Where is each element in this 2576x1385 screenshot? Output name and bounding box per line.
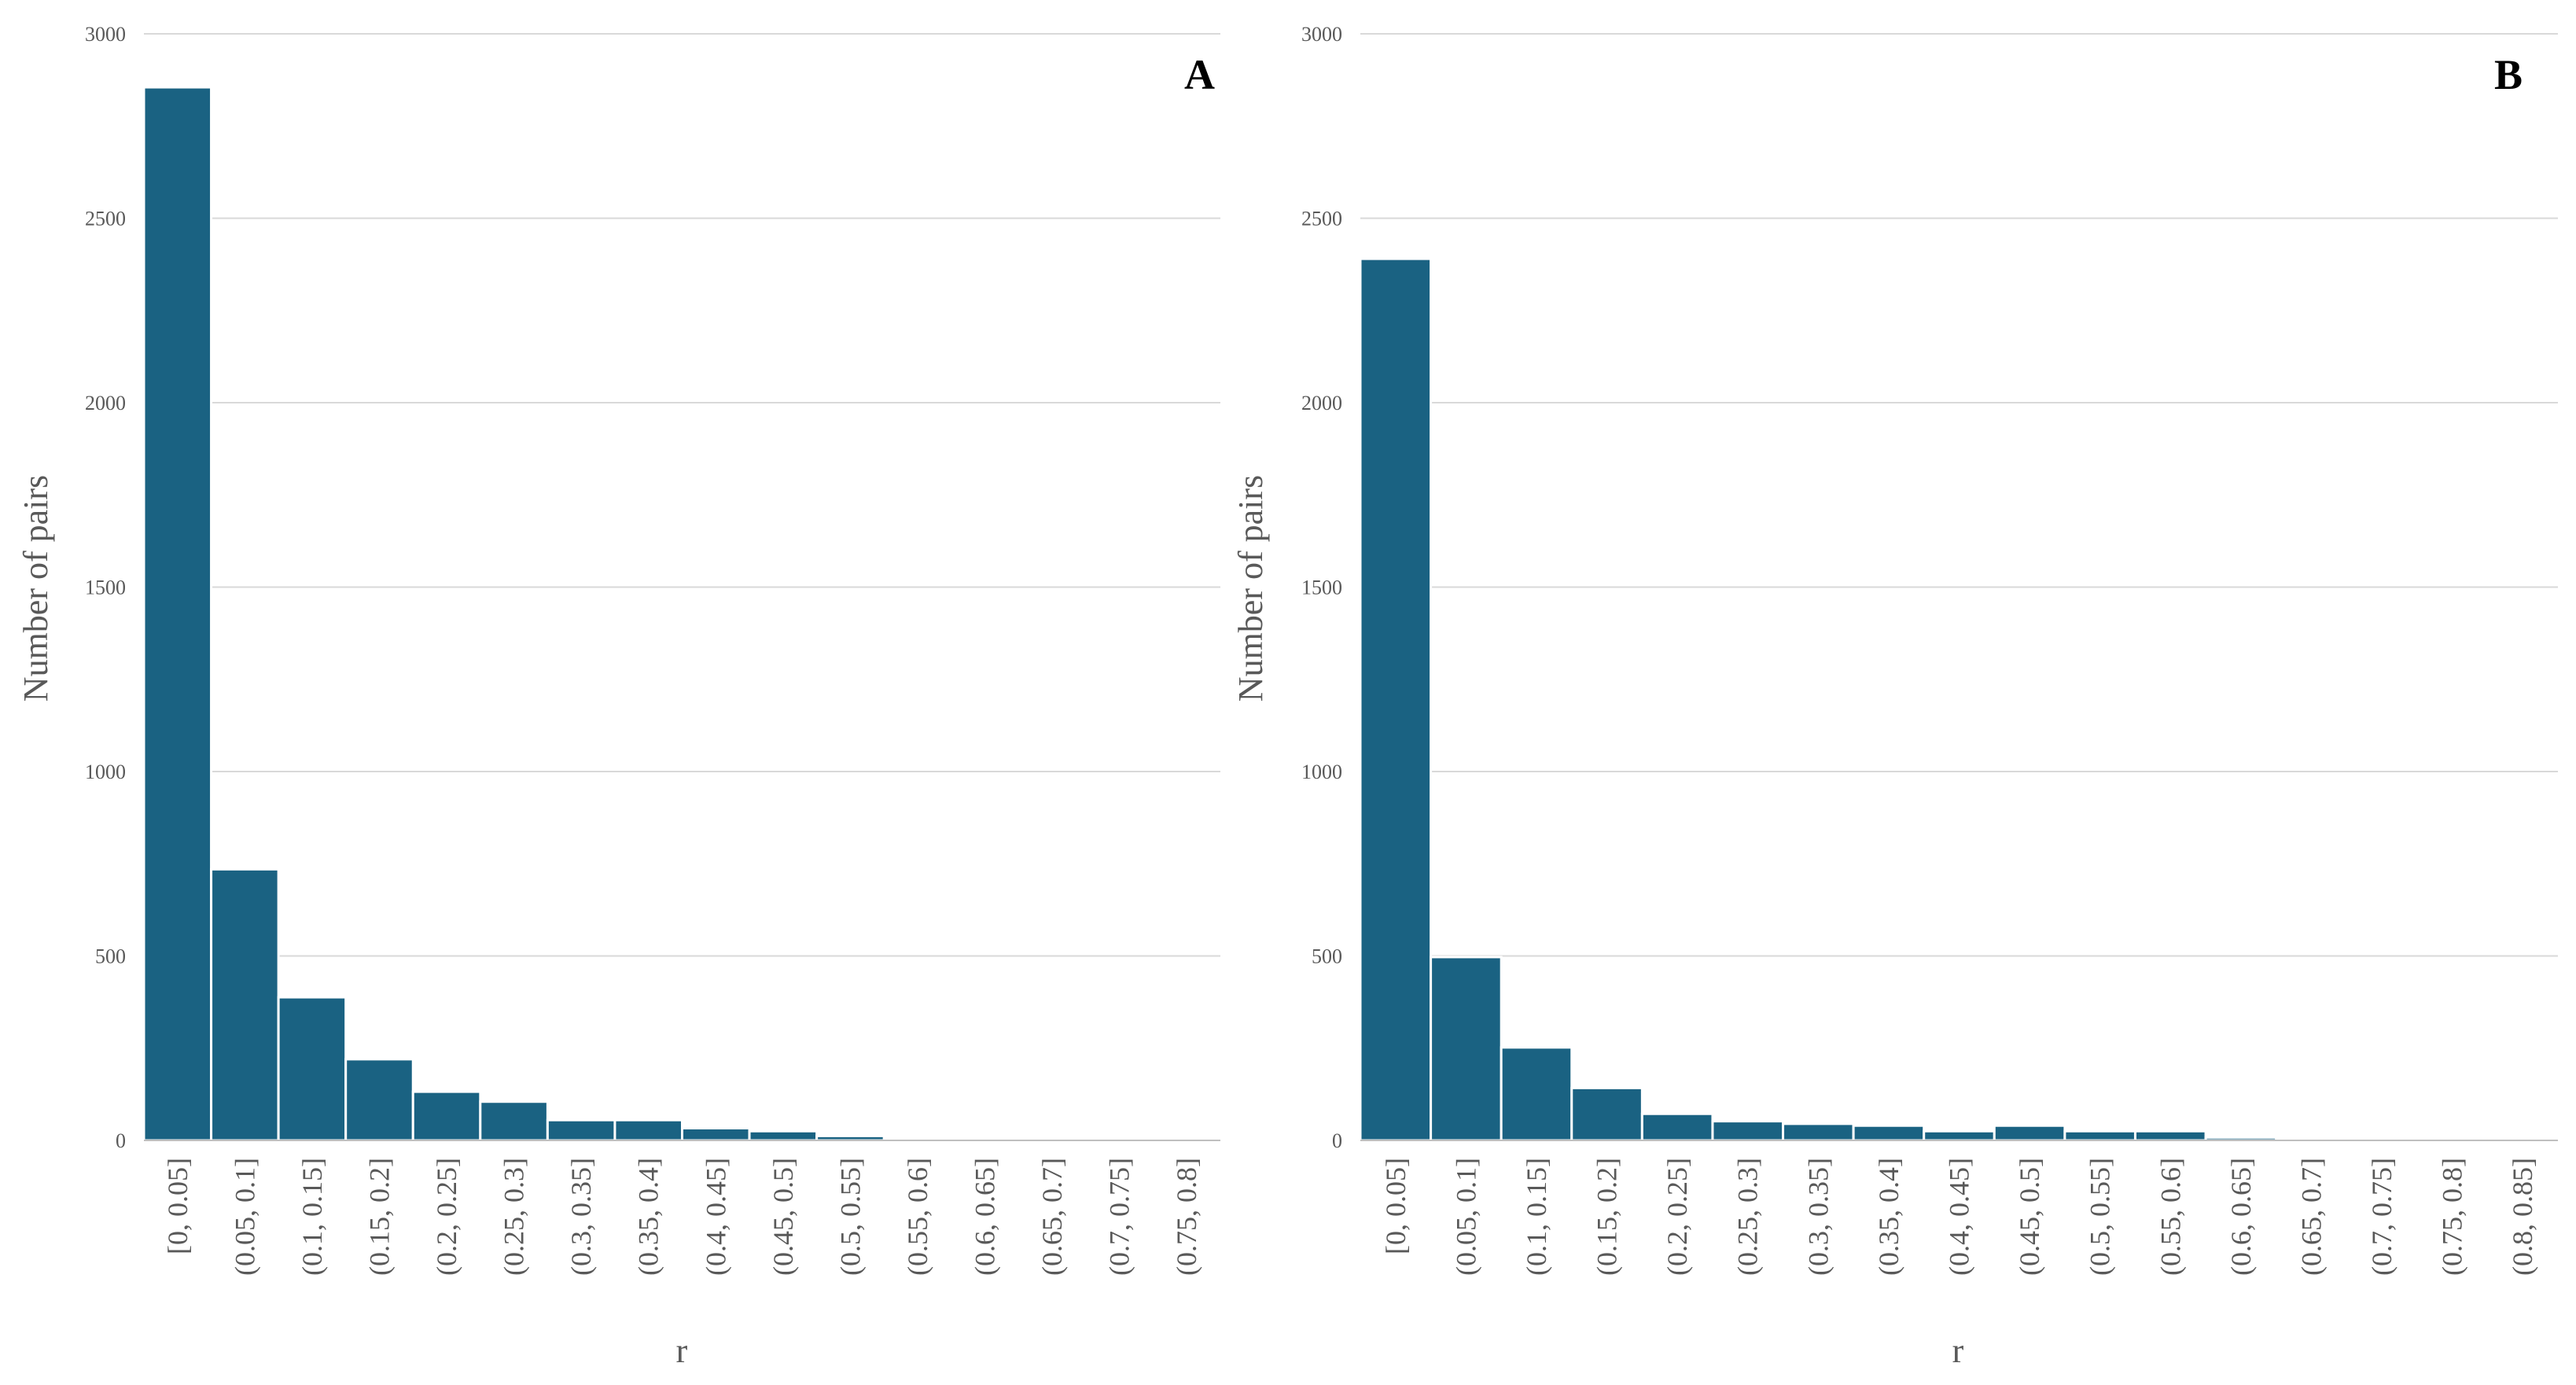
- x-tick-label: (0.25, 0.3]: [499, 1158, 530, 1276]
- x-tick-label: (0.45, 0.5]: [2014, 1158, 2045, 1276]
- x-tick-label: (0.15, 0.2]: [1592, 1158, 1623, 1276]
- y-tick-label: 2000: [85, 392, 126, 414]
- y-tick-label: 1500: [1301, 576, 1342, 599]
- y-axis-title: Number of pairs: [17, 475, 55, 702]
- x-tick-label: (0.4, 0.45]: [1944, 1158, 1975, 1276]
- x-tick-label: (0.65, 0.7]: [1036, 1158, 1068, 1276]
- y-tick-label: 3000: [85, 23, 126, 46]
- x-tick-label: (0.6, 0.65]: [970, 1158, 1001, 1276]
- x-tick-label: (0.05, 0.1]: [229, 1158, 260, 1276]
- chart-panel-a: 0 500 1000 1500 2000 2500 3000 [0, 0.05] (0.05, …: [17, 23, 1220, 1370]
- x-tick-label: (0.15, 0.2]: [363, 1158, 395, 1276]
- bar: [1430, 956, 1503, 1142]
- bar: [546, 1118, 616, 1142]
- x-tick-label: [0, 0.05]: [1380, 1158, 1411, 1254]
- x-tick-label: (0.35, 0.4]: [1873, 1158, 1904, 1276]
- x-tick-label: (0.35, 0.4]: [633, 1158, 664, 1276]
- panel-label: A: [1184, 51, 1215, 98]
- y-tick-label: 1000: [1301, 761, 1342, 783]
- x-tick-label: (0.1, 0.15]: [296, 1158, 328, 1276]
- x-tick-label: (0.2, 0.25]: [1662, 1158, 1693, 1276]
- x-tick-label: (0.45, 0.5]: [767, 1158, 799, 1276]
- y-tick-label: 2500: [1301, 208, 1342, 230]
- y-tick-label: 1500: [85, 576, 126, 599]
- x-tick-label: (0.3, 0.35]: [1802, 1158, 1834, 1276]
- y-axis-title: Number of pairs: [1231, 475, 1270, 702]
- bar: [748, 1129, 819, 1142]
- x-tick-label: (0.7, 0.75]: [2366, 1158, 2398, 1276]
- y-tick-label: 2500: [85, 208, 126, 230]
- bar: [2063, 1129, 2136, 1142]
- bar: [2133, 1129, 2207, 1142]
- x-tick-label: (0.5, 0.55]: [834, 1158, 866, 1276]
- y-tick-label: 2000: [1301, 392, 1342, 414]
- x-axis-title: r: [676, 1332, 688, 1370]
- x-tick-label: (0.4, 0.45]: [700, 1158, 731, 1276]
- x-tick-label: (0.65, 0.7]: [2295, 1158, 2327, 1276]
- x-tick-label: (0.6, 0.65]: [2225, 1158, 2257, 1276]
- x-axis-title: r: [1952, 1332, 1964, 1370]
- bar: [1570, 1086, 1643, 1142]
- x-tick-label: (0.3, 0.35]: [565, 1158, 597, 1276]
- bar: [681, 1127, 751, 1142]
- panel-label: B: [2494, 51, 2523, 98]
- bar: [1852, 1124, 1926, 1142]
- bar: [210, 867, 280, 1142]
- x-tick-label: (0.75, 0.8]: [2437, 1158, 2468, 1276]
- y-tick-label: 1000: [85, 761, 126, 783]
- x-tick-label: [0, 0.05]: [162, 1158, 193, 1254]
- y-tick-label: 500: [1312, 945, 1342, 968]
- bar: [1359, 257, 1433, 1142]
- x-tick-label: (0.55, 0.6]: [902, 1158, 933, 1276]
- bar: [277, 996, 348, 1142]
- bar: [1993, 1124, 2066, 1142]
- bar: [1923, 1129, 1996, 1142]
- bar: [344, 1058, 414, 1142]
- y-tick-label: 0: [1332, 1129, 1342, 1152]
- bar: [1782, 1122, 1855, 1142]
- bar: [613, 1118, 683, 1142]
- bar: [1500, 1046, 1573, 1142]
- x-tick-label: (0.7, 0.75]: [1104, 1158, 1135, 1276]
- x-tick-label: (0.25, 0.3]: [1732, 1158, 1764, 1276]
- x-tick-label: (0.2, 0.25]: [431, 1158, 462, 1276]
- y-tick-label: 500: [95, 945, 126, 968]
- bar: [142, 86, 213, 1142]
- x-tick-label: (0.5, 0.55]: [2085, 1158, 2116, 1276]
- y-tick-label: 0: [116, 1129, 126, 1152]
- x-tick-label: (0.1, 0.15]: [1521, 1158, 1552, 1276]
- x-tick-label: (0.05, 0.1]: [1450, 1158, 1481, 1276]
- x-tick-label: (0.8, 0.85]: [2507, 1158, 2538, 1276]
- bar: [1640, 1112, 1714, 1142]
- x-tick-label: (0.55, 0.6]: [2155, 1158, 2186, 1276]
- x-tick-label: (0.75, 0.8]: [1171, 1158, 1202, 1276]
- bar: [1711, 1120, 1785, 1142]
- chart-panel-b: 0 500 1000 1500 2000 2500 3000 [0, 0.05] (0.05, …: [1231, 23, 2558, 1370]
- y-tick-label: 3000: [1301, 23, 1342, 46]
- bar: [411, 1090, 482, 1142]
- bar: [479, 1100, 549, 1142]
